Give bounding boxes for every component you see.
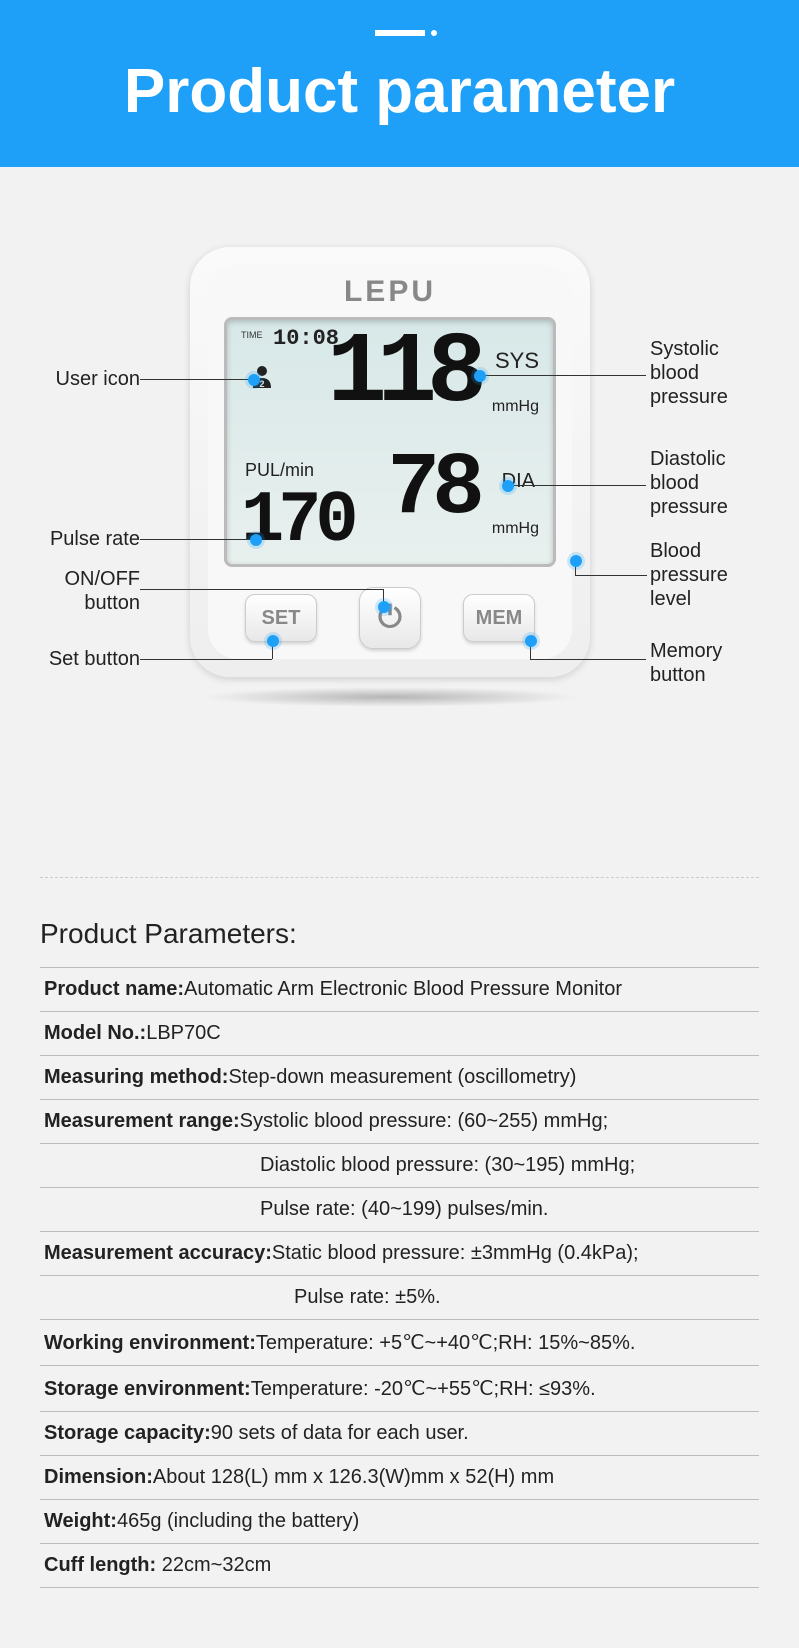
leader-dot	[248, 374, 260, 386]
callout-pulse-rate: Pulse rate	[20, 527, 140, 551]
leader-dot	[570, 555, 582, 567]
param-row: Measurement accuracy:Static blood pressu…	[40, 1231, 759, 1276]
param-row: Working environment:Temperature: +5℃~+40…	[40, 1319, 759, 1366]
param-row: Weight:465g (including the battery)	[40, 1499, 759, 1544]
params-heading: Product Parameters:	[40, 918, 759, 950]
leader-dot	[267, 635, 279, 647]
page-title: Product parameter	[0, 56, 799, 127]
leader-line	[510, 485, 646, 486]
time-label: TIME	[241, 330, 263, 340]
leader-dot	[502, 480, 514, 492]
power-button[interactable]: ⏻	[359, 587, 421, 649]
leader-dot	[474, 370, 486, 382]
callout-memory: Memory button	[650, 639, 722, 687]
callout-user-icon: User icon	[30, 367, 140, 391]
leader-line	[140, 379, 250, 380]
param-subrow: Pulse rate: (40~199) pulses/min.	[40, 1188, 759, 1232]
param-row: Model No.:LBP70C	[40, 1011, 759, 1056]
set-button[interactable]: SET	[245, 594, 317, 642]
param-row: Storage capacity:90 sets of data for eac…	[40, 1411, 759, 1456]
callout-bp-level: Blood pressure level	[650, 539, 728, 611]
leader-line	[530, 645, 531, 659]
brand-label: LEPU	[224, 275, 556, 309]
leader-line	[140, 539, 252, 540]
callout-onoff: ON/OFF button	[40, 567, 140, 615]
param-row: Storage environment:Temperature: -20℃~+5…	[40, 1365, 759, 1412]
leader-line	[140, 659, 272, 660]
leader-line	[140, 589, 383, 590]
diastolic-value: 78	[387, 450, 477, 529]
leader-line	[530, 659, 646, 660]
section-divider	[40, 877, 759, 878]
leader-dot	[378, 601, 390, 613]
param-row: Measuring method:Step-down measurement (…	[40, 1055, 759, 1100]
leader-dot	[250, 534, 262, 546]
param-row: Cuff length: 22cm~32cm	[40, 1543, 759, 1588]
param-row: Product name:Automatic Arm Electronic Bl…	[40, 967, 759, 1012]
device-mockup: LEPU TIME 10:08 2 PUL/min 170 118 SYS mm…	[190, 247, 590, 677]
param-subrow: Pulse rate: ±5%.	[40, 1276, 759, 1320]
param-subrow: Diastolic blood pressure: (30~195) mmHg;	[40, 1144, 759, 1188]
leader-dot	[525, 635, 537, 647]
systolic-value: 118	[327, 330, 477, 420]
callout-systolic: Systolic blood pressure	[650, 337, 728, 409]
systolic-unit: mmHg	[492, 398, 539, 416]
device-shadow	[200, 687, 580, 707]
params-section: Product Parameters: Product name:Automat…	[0, 847, 799, 1648]
param-row: Dimension:About 128(L) mm x 126.3(W)mm x…	[40, 1455, 759, 1500]
memory-button[interactable]: MEM	[463, 594, 535, 642]
header-dash-icon	[375, 30, 425, 36]
diagram-section: LEPU TIME 10:08 2 PUL/min 170 118 SYS mm…	[0, 167, 799, 847]
header-banner: Product parameter	[0, 0, 799, 167]
systolic-label: SYS	[495, 348, 539, 374]
svg-text:2: 2	[259, 379, 264, 389]
params-table: Product name:Automatic Arm Electronic Bl…	[40, 967, 759, 1588]
diastolic-unit: mmHg	[492, 520, 539, 538]
leader-line	[272, 645, 273, 659]
lcd-screen: TIME 10:08 2 PUL/min 170 118 SYS mmHg 78…	[224, 317, 556, 567]
callout-diastolic: Diastolic blood pressure	[650, 447, 728, 519]
leader-line	[482, 375, 646, 376]
device-inner: LEPU TIME 10:08 2 PUL/min 170 118 SYS mm…	[208, 265, 572, 659]
callout-set: Set button	[20, 647, 140, 671]
leader-line	[575, 575, 647, 576]
diagram-wrap: LEPU TIME 10:08 2 PUL/min 170 118 SYS mm…	[20, 247, 780, 787]
param-row: Measurement range:Systolic blood pressur…	[40, 1099, 759, 1144]
pulse-value: 170	[241, 480, 353, 562]
pulse-label: PUL/min	[245, 460, 314, 481]
